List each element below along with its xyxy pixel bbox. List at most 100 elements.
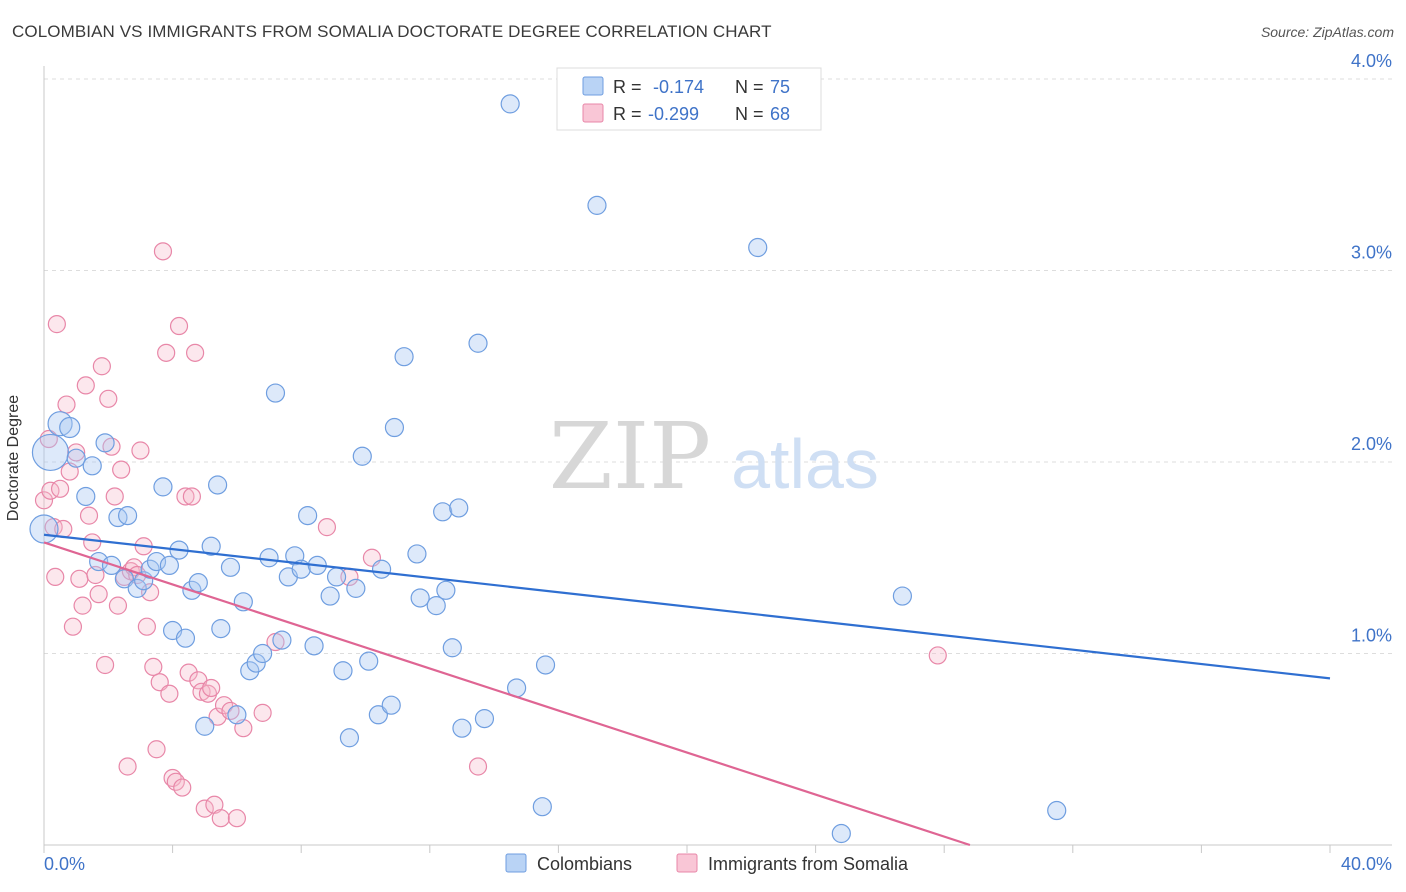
- colombians-point: [227, 705, 247, 725]
- colombians-point: [220, 557, 241, 577]
- colombians-r-value: -0.174: [653, 77, 704, 97]
- watermark: ZIP atlas: [549, 403, 879, 510]
- somalia-point: [192, 682, 211, 701]
- somalia-point: [195, 799, 214, 818]
- colombians-point: [1047, 800, 1067, 821]
- somalia-point: [108, 596, 128, 615]
- somalia-r-value: -0.299: [648, 104, 699, 124]
- somalia-point: [160, 684, 179, 703]
- colombians-swatch: [582, 76, 604, 96]
- somalia-point: [227, 809, 246, 828]
- colombians-point: [359, 651, 379, 671]
- colombians-point: [346, 578, 366, 598]
- somalia-point: [153, 242, 173, 261]
- colombians-r-label: R =: [613, 77, 642, 97]
- colombians-point: [259, 548, 279, 568]
- y-tick-label: 2.0%: [1351, 434, 1392, 454]
- somalia-point: [99, 389, 118, 408]
- tick-labels: 1.0% 2.0% 3.0% 4.0% 0.0% 40.0%: [44, 51, 1392, 874]
- colombians-point: [265, 383, 286, 403]
- somalia-point: [211, 809, 230, 828]
- colombians-point: [89, 551, 109, 572]
- somalia-point: [468, 757, 488, 776]
- colombians-point: [117, 506, 138, 526]
- colombians-point: [339, 728, 360, 748]
- somalia-point: [157, 343, 176, 362]
- somalia-point: [46, 567, 65, 587]
- somalia-points: [34, 242, 947, 828]
- colombians-point: [442, 638, 462, 658]
- y-tick-label: 4.0%: [1351, 51, 1392, 71]
- colombians-points: [29, 94, 1067, 844]
- colombians-point: [153, 477, 173, 497]
- somalia-point: [144, 657, 163, 677]
- somalia-point: [92, 357, 111, 376]
- colombians-point: [474, 709, 495, 729]
- colombians-point: [304, 636, 324, 656]
- colombians-point: [29, 514, 59, 544]
- colombians-point: [436, 580, 456, 600]
- colombians-point: [108, 507, 128, 528]
- somalia-point: [70, 569, 89, 588]
- somalia-point: [169, 316, 189, 336]
- colombians-point: [410, 588, 430, 608]
- colombians-point: [66, 448, 86, 468]
- colombians-point: [394, 347, 414, 367]
- colombians-n-value: 75: [770, 77, 790, 97]
- watermark-atlas: atlas: [731, 425, 879, 503]
- colombians-point: [159, 555, 179, 576]
- colombians-point: [371, 559, 392, 579]
- colombians-point: [433, 502, 453, 522]
- colombians-point: [31, 433, 70, 472]
- colombians-point: [211, 619, 231, 639]
- axes: [43, 66, 1392, 853]
- somalia-point: [73, 596, 92, 615]
- legend-somalia-swatch: [676, 853, 698, 873]
- somalia-r-label: R =: [613, 104, 642, 124]
- colombians-point: [407, 544, 427, 564]
- y-tick-label: 3.0%: [1351, 243, 1392, 263]
- colombians-point: [127, 578, 147, 598]
- somalia-point: [173, 778, 192, 797]
- colombians-point: [246, 653, 266, 673]
- series-legend: Colombians Immigrants from Somalia: [505, 853, 909, 874]
- somalia-point: [131, 441, 150, 460]
- y-tick-label: 1.0%: [1351, 626, 1392, 646]
- colombians-point: [95, 433, 115, 453]
- colombians-point: [384, 417, 405, 438]
- colombians-point: [831, 823, 851, 844]
- colombians-point: [333, 661, 353, 681]
- somalia-point: [34, 491, 54, 510]
- colombians-point: [188, 573, 208, 593]
- somalia-point: [147, 740, 166, 759]
- somalia-point: [317, 518, 337, 537]
- legend-colombians-label: Colombians: [537, 854, 632, 874]
- somalia-point: [105, 487, 124, 506]
- watermark-zip: ZIP: [549, 403, 711, 510]
- somalia-point: [182, 487, 201, 506]
- somalia-point: [112, 460, 131, 479]
- somalia-point: [67, 443, 86, 462]
- colombians-point: [320, 586, 340, 606]
- somalia-point: [63, 617, 83, 636]
- colombians-point: [535, 655, 556, 675]
- somalia-point: [198, 684, 218, 703]
- colombians-point: [532, 797, 552, 817]
- trend-lines: [43, 533, 1331, 847]
- colombians-point: [208, 475, 228, 495]
- x-tick-label: 0.0%: [44, 854, 85, 874]
- colombians-point: [426, 596, 446, 616]
- colombians-point: [82, 456, 102, 476]
- somalia-point: [57, 395, 76, 414]
- colombians-point: [76, 486, 96, 507]
- colombians-point: [368, 705, 388, 725]
- somalia-n-label: N =: [735, 104, 764, 124]
- colombians-point: [201, 536, 221, 556]
- somalia-point: [137, 617, 156, 636]
- colombians-point: [253, 643, 273, 664]
- colombians-point: [352, 446, 372, 466]
- colombians-point: [146, 551, 167, 572]
- somalia-n-value: 68: [770, 104, 790, 124]
- colombians-point: [500, 94, 520, 114]
